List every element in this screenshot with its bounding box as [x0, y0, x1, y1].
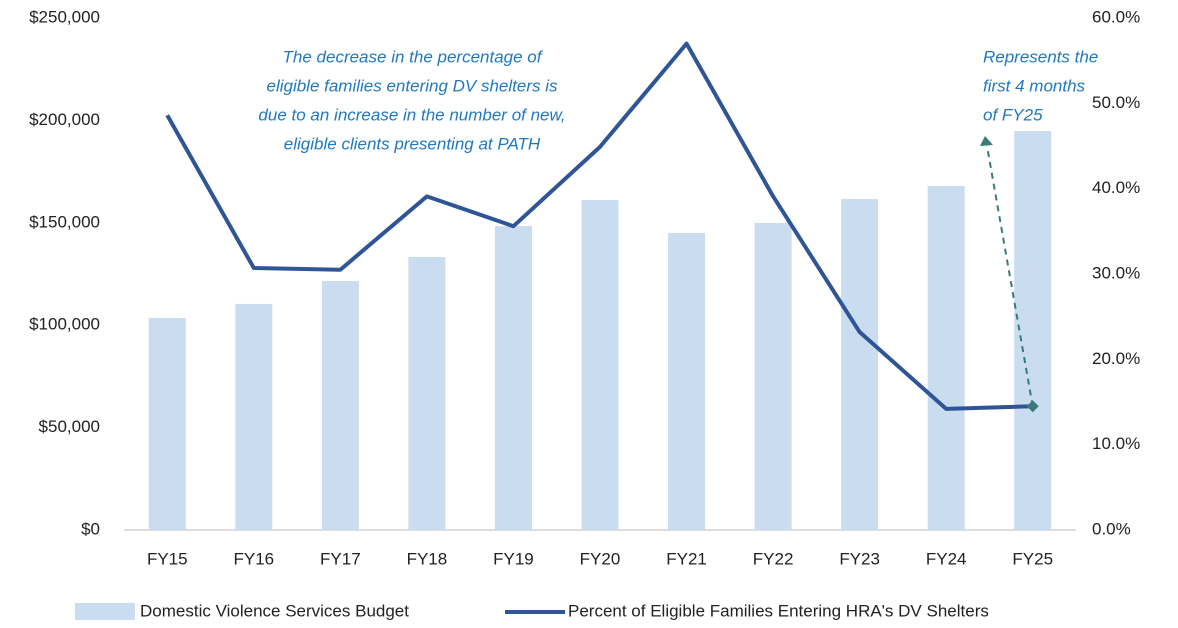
annotation: eligible families entering DV shelters i…	[266, 76, 558, 95]
y2-tick-label: 10.0%	[1092, 434, 1140, 453]
y-tick-label: $200,000	[29, 110, 100, 129]
x-tick-label: FY15	[147, 549, 188, 568]
x-tick-label: FY21	[666, 549, 707, 568]
annotation: Represents the	[983, 47, 1098, 66]
y-tick-label: $50,000	[39, 417, 100, 436]
y2-tick-label: 30.0%	[1092, 263, 1140, 282]
arrow	[986, 145, 1034, 407]
legend-label: Percent of Eligible Families Entering HR…	[568, 601, 989, 620]
bar	[581, 200, 619, 530]
line	[165, 41, 1033, 411]
x-tick-label: FY25	[1012, 549, 1053, 568]
x-tick-label: FY24	[926, 549, 967, 568]
y2-tick-label: 0.0%	[1092, 519, 1131, 538]
annotation: eligible clients presenting at PATH	[284, 134, 541, 153]
x-tick-label: FY20	[580, 549, 621, 568]
bar	[841, 199, 879, 530]
y-tick-label: $100,000	[29, 315, 100, 334]
legend-swatch	[75, 603, 135, 620]
x-tick-label: FY22	[753, 549, 794, 568]
x-tick-label: FY17	[320, 549, 361, 568]
point-marker	[1026, 400, 1039, 413]
y2-tick-label: 60.0%	[1092, 7, 1140, 26]
x-tick-label: FY18	[407, 549, 448, 568]
y-tick-label: $250,000	[29, 7, 100, 26]
bar	[408, 257, 446, 530]
x-tick-label: FY23	[839, 549, 880, 568]
bar	[668, 233, 706, 531]
legend-label: Domestic Violence Services Budget	[140, 601, 409, 620]
bar	[494, 226, 532, 531]
arrow-head	[980, 136, 993, 146]
bar	[1014, 131, 1052, 530]
annotation: of FY25	[983, 105, 1043, 124]
bar	[927, 185, 965, 530]
annotation: first 4 months	[983, 76, 1086, 95]
bar	[754, 223, 792, 530]
bar	[321, 280, 359, 530]
bar	[148, 318, 186, 530]
annotation: The decrease in the percentage of	[283, 47, 544, 66]
x-tick-label: FY19	[493, 549, 534, 568]
x-tick-label: FY16	[233, 549, 274, 568]
y2-tick-label: 50.0%	[1092, 93, 1140, 112]
y-tick-label: $0	[81, 519, 100, 538]
y2-tick-label: 40.0%	[1092, 178, 1140, 197]
y-tick-label: $150,000	[29, 212, 100, 231]
bar	[235, 303, 273, 530]
y2-tick-label: 20.0%	[1092, 349, 1140, 368]
annotation: due to an increase in the number of new,	[258, 105, 565, 124]
